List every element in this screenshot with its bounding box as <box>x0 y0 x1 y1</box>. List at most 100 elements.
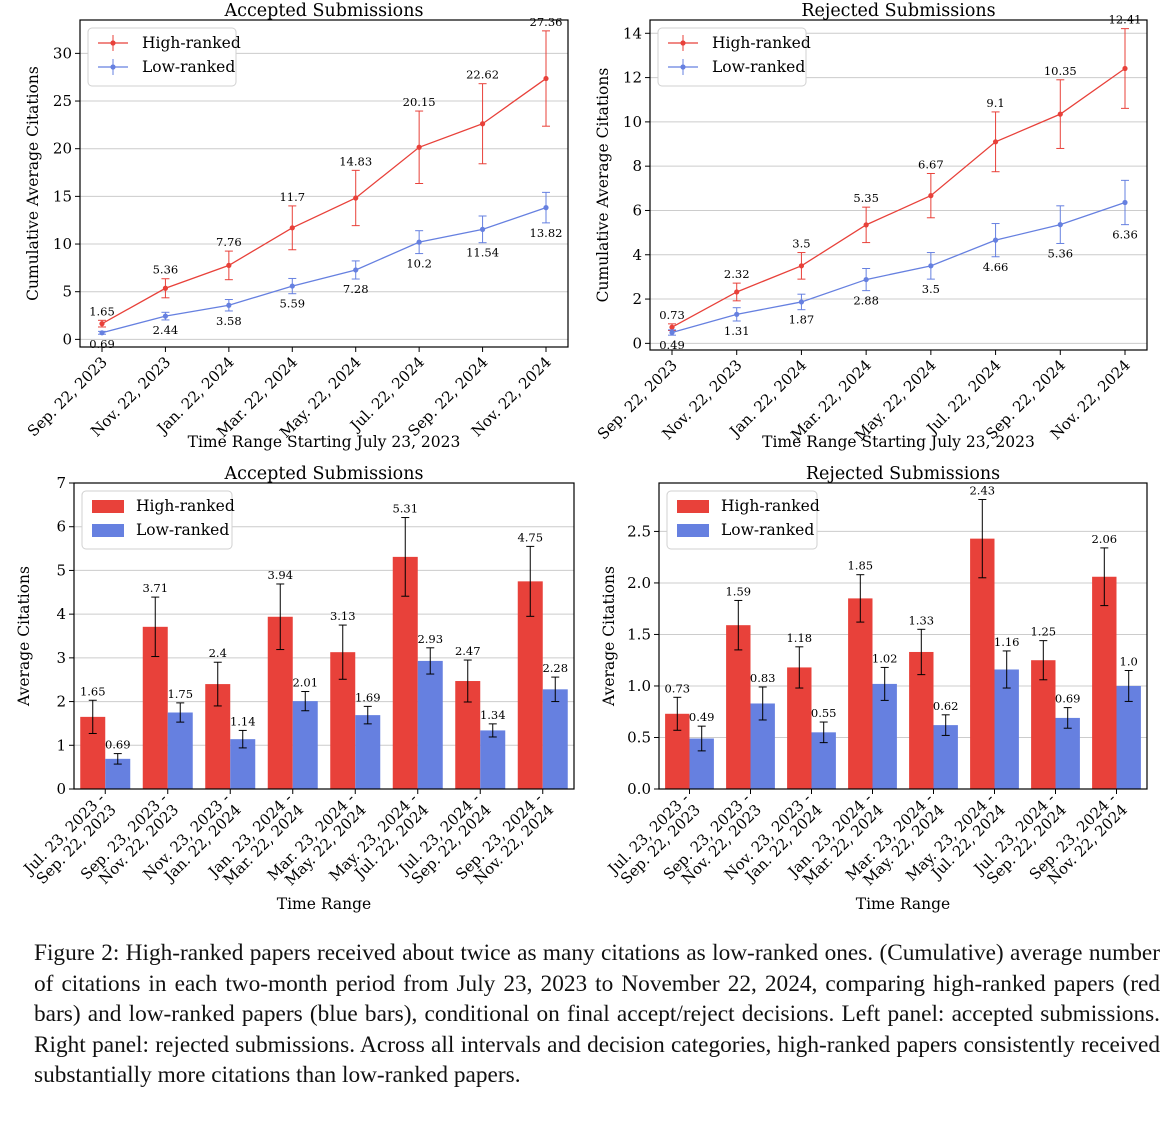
data-point <box>1057 222 1063 228</box>
data-label: 1.75 <box>167 687 193 701</box>
y-tick-label: 30 <box>53 44 72 62</box>
bar <box>480 730 506 789</box>
data-label: 27.36 <box>530 15 563 29</box>
plot-frame <box>649 19 1148 351</box>
y-tick-label: 5 <box>56 561 66 579</box>
series-low-ranked: 0.69 2.44 3.58 5.59 7.28 10.2 11.54 13.82 <box>89 191 563 351</box>
data-point <box>543 205 549 211</box>
bar <box>542 689 568 789</box>
data-label: 11.7 <box>279 190 305 204</box>
data-point <box>479 226 486 232</box>
y-tick-label: 1.5 <box>627 625 651 643</box>
data-label: 10.35 <box>1044 64 1077 78</box>
data-point <box>992 139 999 145</box>
legend-marker <box>110 64 116 70</box>
bar <box>292 701 318 789</box>
y-tick-label: 3 <box>56 649 66 667</box>
y-tick-label: 6 <box>56 518 66 536</box>
y-tick-label: 0 <box>56 780 66 798</box>
bar <box>848 598 873 789</box>
data-point <box>543 75 549 82</box>
data-label: 0.73 <box>664 681 690 695</box>
chart-bar-rejected: 0.0 0.5 1.0 1.5 2.0 2.5 0.73 1.59 1.18 1.85 1.33 2.… <box>600 464 1148 913</box>
legend-label: Low-ranked <box>142 58 235 76</box>
y-tick-label: 6 <box>632 201 642 219</box>
data-point <box>798 263 805 269</box>
y-tick-label: 15 <box>53 187 72 205</box>
legend-label: High-ranked <box>136 497 235 515</box>
data-point <box>928 263 934 269</box>
y-tick-label: 8 <box>632 157 642 175</box>
data-label: 1.31 <box>724 324 750 338</box>
bar <box>1092 576 1117 789</box>
data-point <box>669 324 675 330</box>
legend-swatch <box>92 500 124 513</box>
data-label: 0.69 <box>89 337 115 351</box>
data-label: 1.69 <box>355 690 381 704</box>
y-axis-label: Cumulative Average Citations <box>24 66 42 301</box>
y-tick-label: 12 <box>623 69 642 87</box>
data-point <box>734 311 740 317</box>
data-label: 0.49 <box>689 710 715 724</box>
data-label: 1.14 <box>230 714 256 728</box>
legend-swatch <box>92 524 124 537</box>
data-label: 2.28 <box>542 661 568 675</box>
data-label: 1.85 <box>847 559 873 573</box>
data-label: 7.28 <box>343 282 369 296</box>
data-point <box>289 225 295 231</box>
data-label: 4.75 <box>517 530 543 544</box>
bar <box>417 660 443 789</box>
y-tick-label: 7 <box>56 474 66 492</box>
y-tick-label: 0 <box>632 334 642 352</box>
data-label: 1.25 <box>1030 625 1056 639</box>
legend-label: Low-ranked <box>721 521 814 539</box>
data-label: 5.36 <box>153 263 179 277</box>
legend-marker <box>680 64 686 70</box>
data-label: 3.94 <box>267 568 293 582</box>
data-label: 2.44 <box>153 323 179 337</box>
series-line <box>671 201 1126 334</box>
data-point <box>798 299 805 305</box>
data-label: 5.31 <box>392 502 418 516</box>
data-label: 2.4 <box>209 646 227 660</box>
data-label: 9.1 <box>986 96 1004 110</box>
plot-frame <box>79 19 569 348</box>
data-label: 1.16 <box>994 635 1020 649</box>
data-point <box>669 329 675 336</box>
y-tick-label: 10 <box>53 235 72 253</box>
data-label: 3.5 <box>922 282 940 296</box>
data-point <box>226 302 232 308</box>
data-label: 2.01 <box>292 676 318 690</box>
bar <box>355 715 381 789</box>
series-low-ranked: 0.49 1.31 1.87 2.88 3.5 4.66 5.36 6.36 <box>659 179 1138 352</box>
series-low-ranked: 0.69 1.75 1.14 2.01 1.69 2.93 1.34 2.28 <box>105 632 568 789</box>
data-point <box>416 239 422 245</box>
data-label: 0.62 <box>933 699 959 713</box>
data-point <box>479 121 486 127</box>
bar <box>1031 660 1056 789</box>
legend: High-ranked Low-ranked <box>657 27 811 87</box>
y-axis-label: Average Citations <box>600 566 618 707</box>
y-tick-label: 14 <box>623 24 642 42</box>
data-label: 0.69 <box>1055 692 1081 706</box>
data-label: 0.83 <box>750 671 776 685</box>
plot-frame <box>73 482 575 790</box>
data-label: 22.62 <box>466 68 499 82</box>
data-point <box>99 321 105 327</box>
legend-label: High-ranked <box>712 34 811 52</box>
data-point <box>1057 111 1063 117</box>
legend-label: High-ranked <box>142 34 241 52</box>
data-label: 13.82 <box>530 226 563 240</box>
legend-swatch <box>677 500 709 513</box>
data-label: 14.83 <box>339 154 372 168</box>
chart-title: Rejected Submissions <box>801 1 995 21</box>
data-point <box>928 193 934 199</box>
data-label: 1.65 <box>89 304 115 318</box>
y-axis-label: Cumulative Average Citations <box>594 68 612 303</box>
data-label: 3.71 <box>142 581 168 595</box>
data-label: 1.33 <box>908 613 934 627</box>
series-line <box>671 67 1126 328</box>
legend-label: Low-ranked <box>136 521 229 539</box>
data-label: 2.47 <box>455 644 481 658</box>
data-label: 3.58 <box>216 314 242 328</box>
